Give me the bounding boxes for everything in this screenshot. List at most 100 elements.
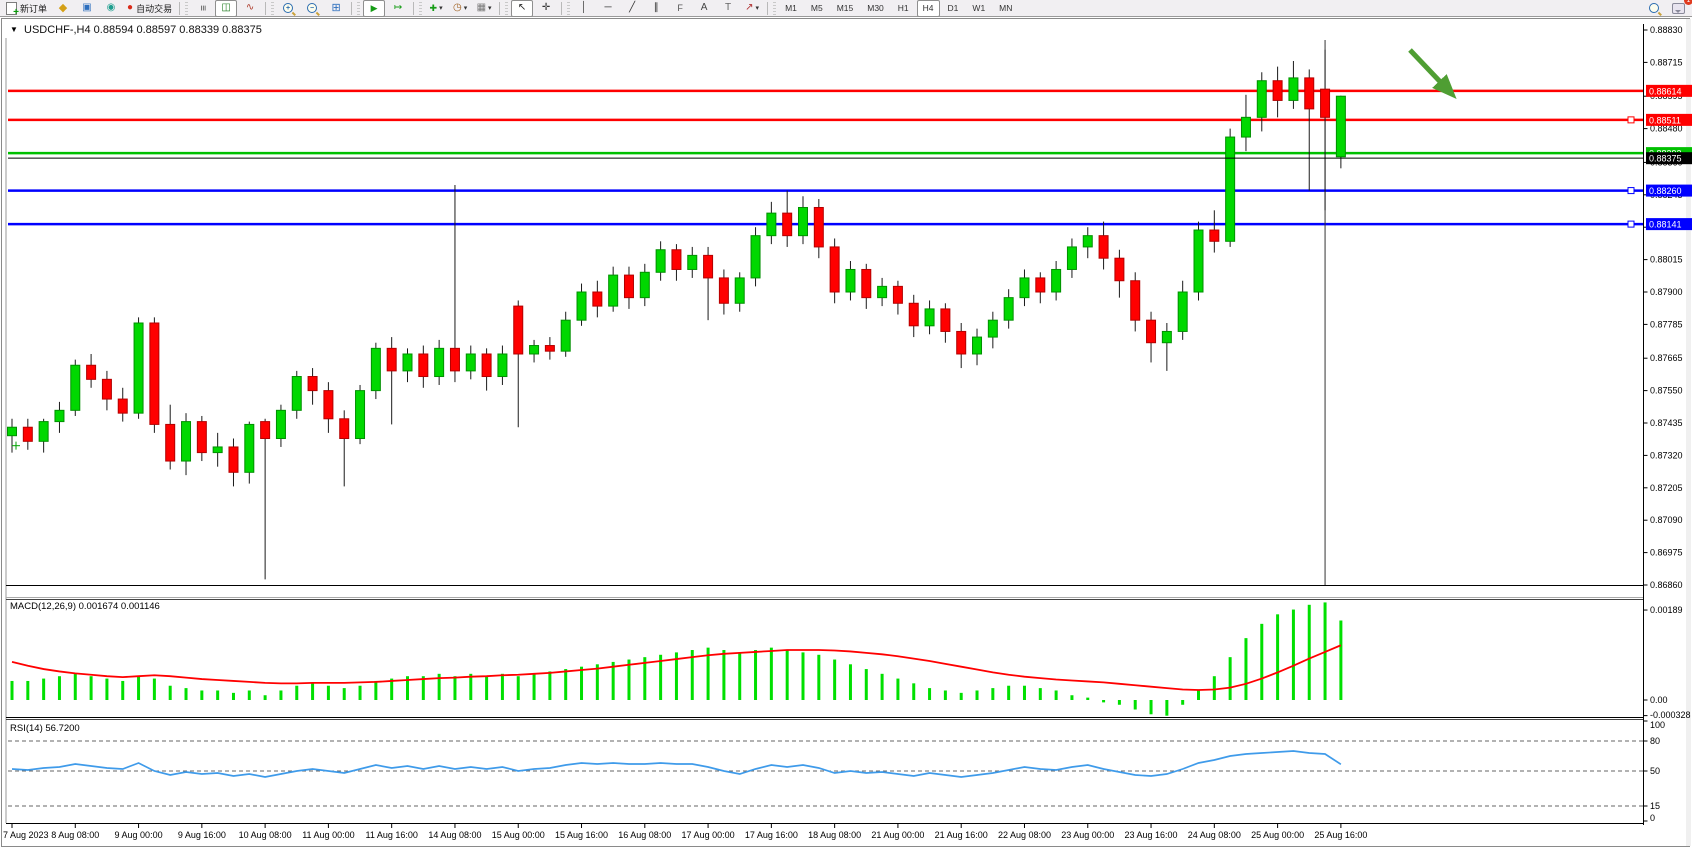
zoom-out-button[interactable]: −	[301, 0, 323, 17]
candle-33	[529, 345, 540, 355]
trendline-tool-button[interactable]: ╱	[621, 0, 643, 17]
hline-price-label	[1646, 113, 1692, 126]
candle-60	[956, 330, 967, 355]
candle-38	[608, 274, 619, 307]
candle-81	[1288, 77, 1299, 101]
tf-h4-button-label: H4	[922, 3, 934, 13]
toolbar-grip	[357, 1, 361, 15]
candle-0	[7, 426, 17, 437]
time-label: 24 Aug 08:00	[1188, 830, 1241, 840]
cursor-button[interactable]: ↖	[511, 0, 534, 17]
toolbar-separator	[265, 1, 267, 15]
hline-price-label	[1646, 184, 1692, 197]
price-tick-label: 0.87435	[1650, 418, 1683, 428]
red-drum-icon: ●	[127, 2, 134, 13]
candle-55	[877, 285, 888, 299]
time-label: 25 Aug 16:00	[1314, 830, 1367, 840]
candle-69	[1098, 235, 1109, 259]
line-chart-mode-button[interactable]: ∿	[239, 0, 261, 17]
candle-8	[133, 322, 144, 414]
candle-12	[196, 421, 207, 454]
time-label: 10 Aug 08:00	[239, 830, 292, 840]
chart-canvas[interactable]: ▼ USDCHF-,H4 0.88594 0.88597 0.88339 0.88…	[0, 17, 1692, 848]
hline-handle[interactable]	[1627, 220, 1635, 228]
hline-icon: ─	[604, 2, 612, 13]
tf-h1-button-label: H1	[897, 3, 909, 13]
toolbar-grip	[505, 1, 509, 15]
arrows-icon: ↗	[745, 2, 754, 13]
down-arrow-annotation[interactable]	[1408, 48, 1457, 100]
chart-shift-button[interactable]: ↦	[387, 0, 409, 17]
candle-10	[165, 423, 176, 462]
price-tick-label: 0.87665	[1650, 353, 1683, 363]
candle-82	[1304, 77, 1315, 110]
tf-m5-button[interactable]: M5	[805, 0, 829, 17]
candlestick-mode-button[interactable]: ◫	[215, 0, 238, 17]
candle-13	[212, 446, 223, 454]
vline-tool-button[interactable]: │	[573, 0, 595, 17]
crosshair-button[interactable]: ✛	[535, 0, 557, 17]
auto-trading-button[interactable]: ● 自动交易	[124, 0, 175, 17]
time-label: 15 Aug 16:00	[555, 830, 608, 840]
tf-m1-button[interactable]: M1	[779, 0, 803, 17]
candle-58	[924, 308, 935, 327]
zoom-in-button[interactable]: +	[277, 0, 299, 17]
data-window-icon[interactable]: ◉	[100, 0, 122, 17]
time-label: 25 Aug 00:00	[1251, 830, 1304, 840]
templates-button[interactable]: ▦ ▾	[473, 0, 495, 17]
tf-mn-button[interactable]: MN	[993, 0, 1018, 17]
crosshair-icon: ✛	[541, 2, 551, 13]
arrows-tool-button[interactable]: ↗ ▾	[741, 0, 763, 17]
hline-handle[interactable]	[1627, 116, 1635, 124]
tf-m30-button[interactable]: M30	[861, 0, 890, 17]
tf-d1-button-label: D1	[947, 3, 959, 13]
periods-button[interactable]: ◷ ▾	[449, 0, 471, 17]
chevron-down-icon: ▾	[439, 5, 443, 12]
candle-23	[370, 347, 381, 392]
bar-chart-mode-button[interactable]: ≡	[191, 0, 213, 17]
quotes-gold-icon[interactable]: ◆	[52, 0, 74, 17]
rsi-tick-label: 50	[1650, 766, 1660, 776]
auto-scroll-button[interactable]: ▶	[363, 0, 386, 17]
symbol-dropdown-icon: ▼	[10, 25, 18, 34]
tf-h1-button[interactable]: H1	[892, 0, 915, 17]
candle-15	[244, 423, 255, 473]
price-tick-label: 0.88830	[1650, 25, 1683, 35]
fibonacci-tool-button[interactable]: F	[669, 0, 691, 17]
indicators-button[interactable]: ✚ ▾	[425, 0, 447, 17]
candle-18	[291, 376, 302, 411]
candle-34	[544, 345, 555, 352]
search-button[interactable]	[1643, 0, 1665, 17]
chat-button[interactable]: 1	[1667, 0, 1692, 17]
chart-title-ohlc: USDCHF-,H4 0.88594 0.88597 0.88339 0.883…	[24, 24, 262, 36]
candle-17	[275, 409, 286, 440]
hline-tool-button[interactable]: ─	[597, 0, 619, 17]
new-order-button[interactable]: 新订单	[3, 0, 50, 18]
time-label: 21 Aug 16:00	[935, 830, 988, 840]
candle-24	[386, 347, 397, 372]
tf-w1-button[interactable]: W1	[966, 0, 991, 17]
channel-tool-button[interactable]: ∥	[645, 0, 667, 17]
zoom-icon: +	[283, 3, 294, 13]
toolbar-separator	[767, 1, 769, 15]
label-tool-button[interactable]: T	[717, 0, 739, 17]
time-label: 15 Aug 00:00	[492, 830, 545, 840]
candle-63	[1003, 297, 1014, 321]
candle-21	[339, 418, 350, 440]
tile-windows-button[interactable]: ⊞	[325, 0, 347, 17]
rsi-tick-label: 100	[1650, 720, 1665, 730]
auto-trading-button-label: 自动交易	[136, 3, 173, 14]
candle-37	[592, 291, 603, 307]
candle-32	[513, 305, 524, 355]
candle-68	[1082, 235, 1093, 248]
tf-d1-button[interactable]: D1	[942, 0, 965, 17]
text-tool-button[interactable]: A	[693, 0, 715, 17]
tf-m15-button[interactable]: M15	[831, 0, 860, 17]
candle-66	[1051, 268, 1062, 293]
candles-icon: ◫	[221, 2, 231, 13]
toolbar-grip	[567, 1, 571, 15]
hline-handle[interactable]	[1627, 187, 1635, 195]
tf-h4-button[interactable]: H4	[916, 0, 940, 17]
market-watch-icon[interactable]: ▣	[76, 0, 98, 17]
tf-m30-button-label: M30	[867, 3, 884, 13]
